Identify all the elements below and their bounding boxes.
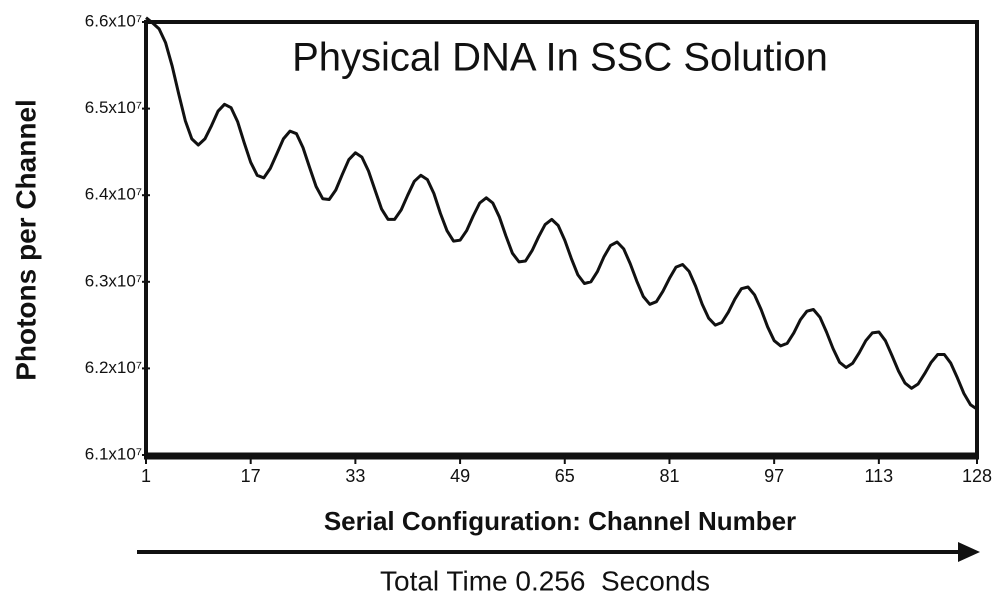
x-tick-label: 81 [659,466,679,486]
y-tick-label: 6.2x10⁷ [85,358,142,377]
x-tick-label: 113 [864,466,893,486]
y-axis-label: Photons per Channel [10,99,41,381]
x-tick-label: 49 [450,466,470,486]
y-tick-label: 6.6x10⁷ [85,11,142,30]
y-tick-label: 6.3x10⁷ [85,271,142,290]
data-line [145,16,978,411]
y-tick-label: 6.4x10⁷ [85,185,142,204]
x-tick-label: 128 [962,466,992,486]
arrow-head [958,542,980,562]
y-tick-label: 6.5x10⁷ [85,98,142,117]
x-tick-label: 97 [764,466,784,486]
x-tick-label: 1 [141,466,151,486]
y-tick-label: 6.1x10⁷ [85,444,142,463]
annotation: Total Time 0.256 Seconds [380,565,710,596]
x-tick-label: 33 [345,466,365,486]
x-tick-label: 17 [241,466,261,486]
x-axis-label: Serial Configuration: Channel Number [324,506,796,536]
chart-title: Physical DNA In SSC Solution [292,36,828,80]
plot-frame [144,20,979,457]
x-tick-label: 65 [555,466,575,486]
